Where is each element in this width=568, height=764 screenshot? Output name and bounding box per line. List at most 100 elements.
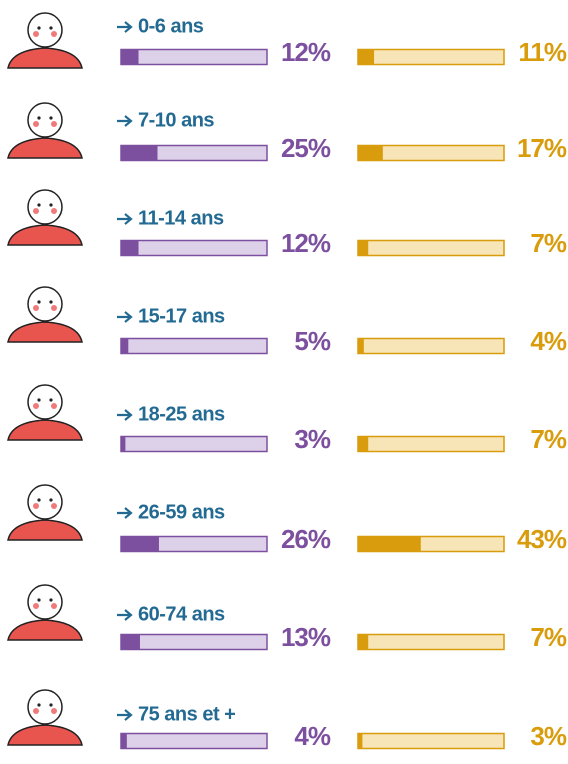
avatar-eye <box>49 300 52 303</box>
value-label: 12% <box>281 228 331 258</box>
avatar-cheek <box>33 31 39 37</box>
category-label: 75 ans et + <box>138 703 235 725</box>
avatar-body <box>8 138 82 158</box>
bar-track <box>358 50 504 65</box>
avatar-cheek <box>33 305 39 311</box>
avatar-cheek <box>33 208 39 214</box>
bar <box>121 437 125 452</box>
avatar-eye <box>49 703 52 706</box>
arrow-icon <box>117 508 131 518</box>
bar <box>358 437 368 452</box>
avatar-eye <box>37 498 40 501</box>
bar-track <box>358 339 504 354</box>
bar-track <box>121 339 267 354</box>
bar <box>121 146 158 161</box>
category-label: 0-6 ans <box>138 15 204 37</box>
avatar-cheek <box>51 708 57 714</box>
avatar-body <box>8 520 82 540</box>
category-label: 11-14 ans <box>138 207 224 229</box>
avatar <box>8 690 82 745</box>
avatar-head <box>28 13 62 47</box>
avatar-body <box>8 322 82 342</box>
avatar-cheek <box>51 503 57 509</box>
avatar-eye <box>37 116 40 119</box>
bar <box>358 635 368 650</box>
avatar-head <box>28 485 62 519</box>
avatar <box>8 287 82 342</box>
arrow-icon <box>117 410 131 420</box>
avatar-head <box>28 690 62 724</box>
bar-track <box>358 635 504 650</box>
bar-track <box>121 241 267 256</box>
value-label: 43% <box>517 524 567 554</box>
avatar-head <box>28 103 62 137</box>
avatar <box>8 103 82 158</box>
avatar <box>8 385 82 440</box>
bar-track <box>358 734 504 749</box>
bar <box>121 537 159 552</box>
avatar <box>8 190 82 245</box>
avatar-body <box>8 725 82 745</box>
avatar-cheek <box>33 708 39 714</box>
arrow-icon <box>117 610 131 620</box>
avatar <box>8 585 82 640</box>
avatar-cheek <box>51 403 57 409</box>
avatar-head <box>28 585 62 619</box>
category-label: 7-10 ans <box>138 109 214 131</box>
avatar-cheek <box>33 121 39 127</box>
avatar-head <box>28 287 62 321</box>
avatar-cheek <box>51 31 57 37</box>
bar-track <box>358 437 504 452</box>
chart: 0-6 ans12%11%7-10 ans25%17%11-14 ans12%7… <box>0 0 568 764</box>
bar <box>121 635 140 650</box>
avatar-eye <box>37 300 40 303</box>
avatar-eye <box>49 26 52 29</box>
avatar-eye <box>49 398 52 401</box>
bar <box>121 734 127 749</box>
value-label: 3% <box>294 424 330 454</box>
avatar-body <box>8 620 82 640</box>
bar-track <box>121 734 267 749</box>
bar <box>358 50 374 65</box>
bar <box>358 146 383 161</box>
avatar-cheek <box>51 305 57 311</box>
avatar-head <box>28 190 62 224</box>
avatar-eye <box>49 116 52 119</box>
avatar <box>8 485 82 540</box>
bar-track <box>121 437 267 452</box>
avatar-body <box>8 225 82 245</box>
arrow-icon <box>117 22 131 32</box>
avatar-cheek <box>33 603 39 609</box>
bar-track <box>358 241 504 256</box>
value-label: 7% <box>530 424 566 454</box>
value-label: 11% <box>518 37 566 67</box>
value-label: 25% <box>281 133 331 163</box>
value-label: 4% <box>530 326 566 356</box>
avatar-head <box>28 385 62 419</box>
bar-track <box>121 635 267 650</box>
value-label: 3% <box>530 721 566 751</box>
avatar-cheek <box>33 403 39 409</box>
avatar-body <box>8 48 82 68</box>
bar <box>121 241 139 256</box>
bar <box>358 339 364 354</box>
avatar-eye <box>37 398 40 401</box>
value-label: 5% <box>294 326 330 356</box>
avatar-eye <box>37 203 40 206</box>
avatar-eye <box>49 498 52 501</box>
arrow-icon <box>117 116 131 126</box>
bar <box>358 734 362 749</box>
avatar-cheek <box>51 208 57 214</box>
avatar-eye <box>37 26 40 29</box>
arrow-icon <box>117 214 131 224</box>
bar-track <box>121 50 267 65</box>
category-label: 26-59 ans <box>138 501 225 523</box>
value-label: 17% <box>517 133 567 163</box>
avatar-eye <box>49 598 52 601</box>
avatar-cheek <box>51 603 57 609</box>
arrow-icon <box>117 312 131 322</box>
value-label: 7% <box>530 228 566 258</box>
value-label: 4% <box>294 721 330 751</box>
category-label: 18-25 ans <box>138 403 225 425</box>
avatar-eye <box>49 203 52 206</box>
